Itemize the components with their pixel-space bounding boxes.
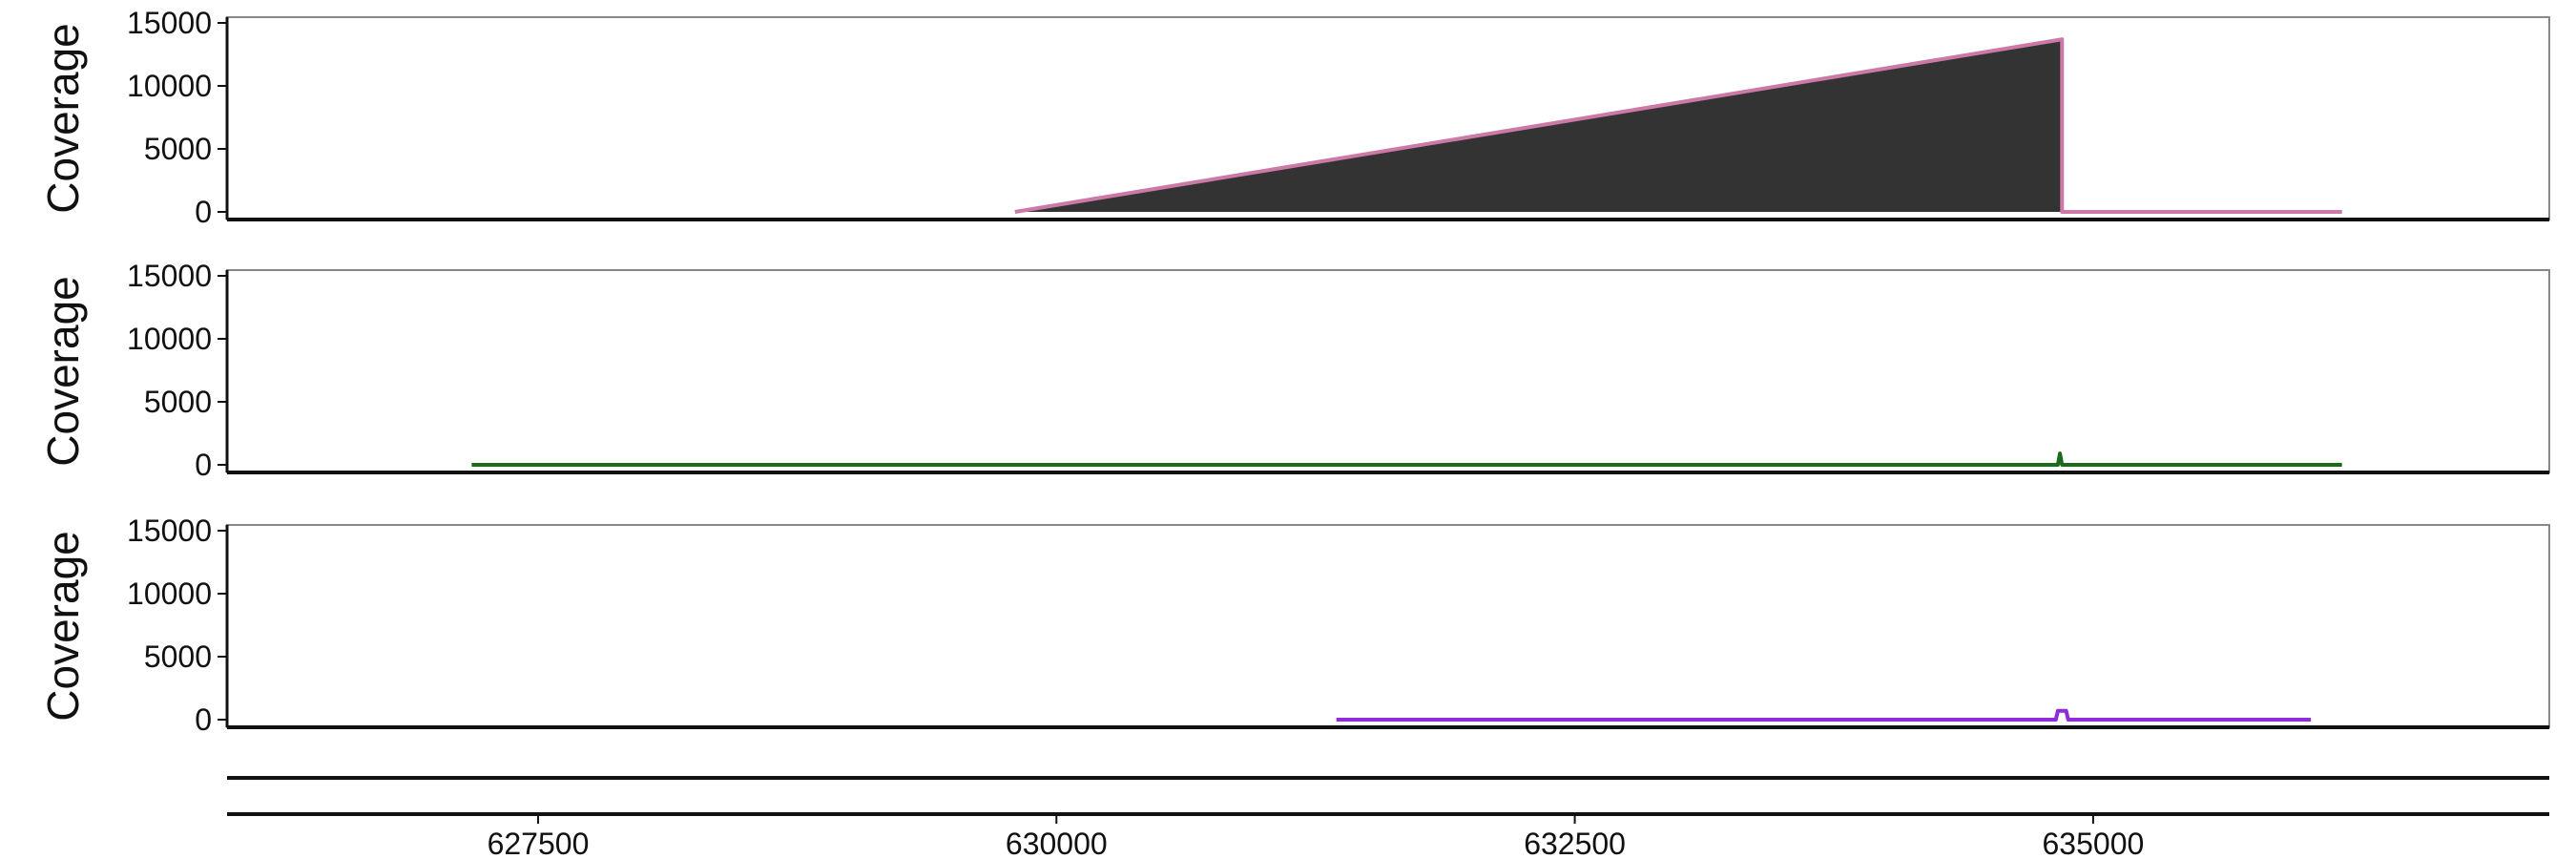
y-axis-title: Coverage xyxy=(38,531,88,721)
y-axis-title: Coverage xyxy=(38,23,88,213)
y-tick-label: 5000 xyxy=(144,385,212,419)
y-tick-label: 10000 xyxy=(127,576,212,611)
y-tick-label: 10000 xyxy=(127,322,212,356)
x-tick-label: 635000 xyxy=(2043,827,2145,859)
y-tick-label: 0 xyxy=(195,195,212,229)
y-tick-label: 5000 xyxy=(144,132,212,166)
x-tick-label: 627500 xyxy=(488,827,590,859)
chart-panels: 0 5000 10000 15000 Coverage 0 5000 10000 15000 Co… xyxy=(38,6,2550,737)
y-tick-label: 15000 xyxy=(127,513,212,548)
coverage-area xyxy=(1014,39,2342,213)
y-tick-label: 15000 xyxy=(127,6,212,40)
panel-frame xyxy=(226,524,2550,728)
panel-3: 0 5000 10000 15000 Coverage xyxy=(38,513,2550,737)
y-axis-title: Coverage xyxy=(38,276,88,466)
y-tick-label: 0 xyxy=(195,702,212,737)
y-tick-label: 5000 xyxy=(144,639,212,674)
panel-frame xyxy=(226,269,2550,473)
coverage-line xyxy=(1336,708,2312,722)
y-tick-label: 15000 xyxy=(127,259,212,293)
coverage-line xyxy=(471,451,2342,467)
x-tick-label: 632500 xyxy=(1524,827,1626,859)
x-tick-label: 630000 xyxy=(1006,827,1108,859)
y-tick-label: 10000 xyxy=(127,69,212,103)
panel-1: 0 5000 10000 15000 Coverage xyxy=(38,6,2550,229)
y-tick-label: 0 xyxy=(195,448,212,482)
panel-2: 0 5000 10000 15000 Coverage xyxy=(38,259,2550,482)
coverage-line xyxy=(1014,37,2342,214)
annotation-track xyxy=(227,776,2549,816)
x-axis: 627500 630000 632500 635000 xyxy=(488,814,2145,859)
